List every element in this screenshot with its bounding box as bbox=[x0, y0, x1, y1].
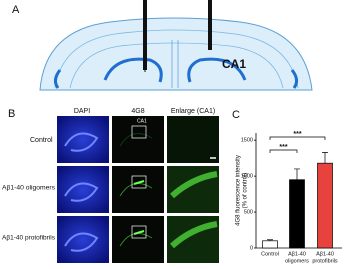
row-label: Aβ1-40 oligomers bbox=[2, 185, 56, 192]
column-header: 4G8 bbox=[131, 108, 144, 115]
inset-label: CA1 bbox=[137, 118, 147, 124]
panel-label: A bbox=[12, 4, 20, 16]
row-label: Aβ1-40 protofibrils bbox=[2, 235, 56, 242]
bar bbox=[289, 179, 305, 249]
x-tick-label: Aβ1-40 bbox=[288, 251, 306, 257]
dapi-texture bbox=[64, 182, 99, 202]
dapi-texture bbox=[64, 132, 99, 152]
error-bar bbox=[267, 239, 273, 241]
ab-box bbox=[131, 225, 147, 239]
micrographs bbox=[57, 116, 219, 263]
ab-image bbox=[112, 216, 164, 263]
ab-box bbox=[131, 125, 147, 139]
ab-box bbox=[131, 175, 147, 189]
brain-diagram bbox=[39, 0, 313, 91]
ab-image bbox=[112, 116, 164, 163]
dapi-image bbox=[57, 116, 109, 163]
y-tick-label: 500 bbox=[244, 210, 253, 216]
y-tick-label: 1000 bbox=[241, 174, 253, 180]
bar bbox=[317, 162, 333, 249]
panel-label: B bbox=[8, 108, 15, 120]
region-label: CA1 bbox=[222, 57, 246, 71]
ab-texture bbox=[119, 133, 153, 147]
column-header: DAPI bbox=[74, 108, 90, 115]
column-header: Enlarge (CA1) bbox=[171, 108, 215, 115]
bar bbox=[262, 240, 278, 249]
x-tick-sublabel: protofibrils bbox=[312, 258, 338, 264]
y-axis-label: 4G8 fluorescence intensity bbox=[236, 155, 242, 226]
significance-bracket bbox=[269, 149, 298, 153]
x-tick-label: Control bbox=[261, 251, 279, 257]
bar-chart: 0 500 1000 1500 4G8 fluorescence intensity (%… bbox=[236, 131, 342, 264]
dapi-image bbox=[57, 216, 109, 263]
enlarge-signal bbox=[169, 171, 218, 199]
panel-label: C bbox=[232, 109, 240, 121]
dapi-texture bbox=[64, 232, 99, 252]
significance-label: *** bbox=[279, 144, 287, 151]
x-tick-label: Aβ1-40 bbox=[316, 251, 334, 257]
y-tick-label: 1500 bbox=[241, 138, 253, 144]
y-tick-label: 0 bbox=[250, 245, 253, 251]
x-tick-sublabel: oligomers bbox=[285, 258, 309, 264]
dapi-image bbox=[57, 166, 109, 213]
ab-signal bbox=[133, 230, 145, 235]
y-axis-label: (% of control) bbox=[243, 173, 249, 209]
significance-bracket bbox=[269, 136, 326, 140]
row-label: Control bbox=[30, 137, 53, 144]
ab-signal bbox=[133, 180, 145, 185]
significance-label: *** bbox=[293, 131, 301, 138]
error-bar bbox=[294, 168, 300, 180]
error-bar bbox=[322, 152, 328, 164]
enlarge-image bbox=[167, 116, 219, 163]
enlarge-signal bbox=[169, 221, 218, 249]
ab-image bbox=[112, 166, 164, 213]
